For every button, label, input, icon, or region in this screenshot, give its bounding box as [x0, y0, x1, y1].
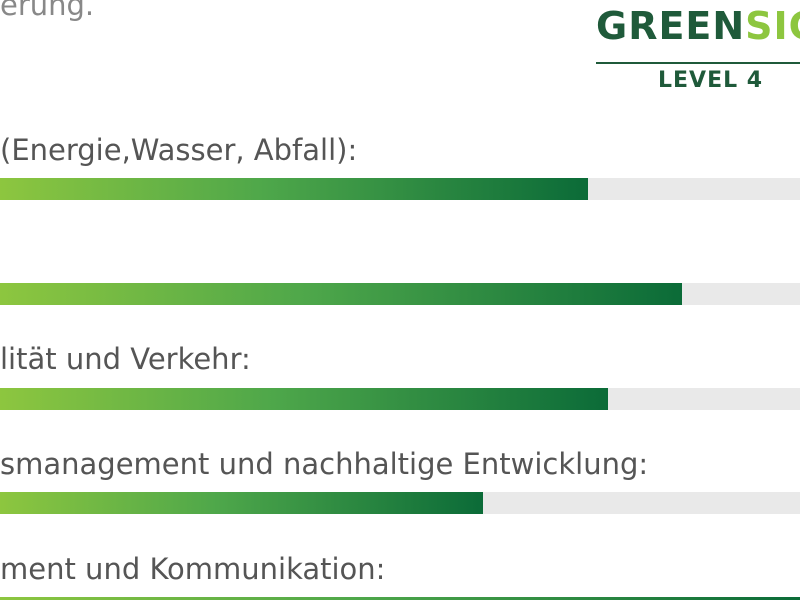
category-label-3: lität und Verkehr:	[0, 342, 251, 376]
progress-fill-2	[0, 283, 682, 305]
progress-fill-3	[0, 388, 608, 410]
progress-fill-1	[0, 178, 588, 200]
progress-bar-3	[0, 388, 800, 410]
logo-word-accent: SIG	[745, 4, 800, 48]
logo-level: LEVEL 4	[658, 68, 764, 93]
logo-word-primary: GREEN	[596, 4, 746, 48]
progress-bar-5	[0, 597, 800, 600]
progress-bar-1	[0, 178, 800, 200]
logo-wordmark: GREENSIG	[596, 4, 800, 48]
category-label-5: ment und Kommunikation:	[0, 552, 386, 586]
greensign-logo: GREENSIG LEVEL 4	[596, 0, 800, 100]
logo-divider	[596, 62, 800, 64]
category-label-1: (Energie,Wasser, Abfall):	[0, 133, 358, 167]
progress-fill-5	[0, 597, 800, 600]
progress-fill-4	[0, 492, 484, 514]
progress-bar-4	[0, 492, 800, 514]
progress-bar-2	[0, 283, 800, 305]
category-label-4: smanagement und nachhaltige Entwicklung:	[0, 447, 649, 481]
intro-text: erung.	[0, 0, 95, 22]
